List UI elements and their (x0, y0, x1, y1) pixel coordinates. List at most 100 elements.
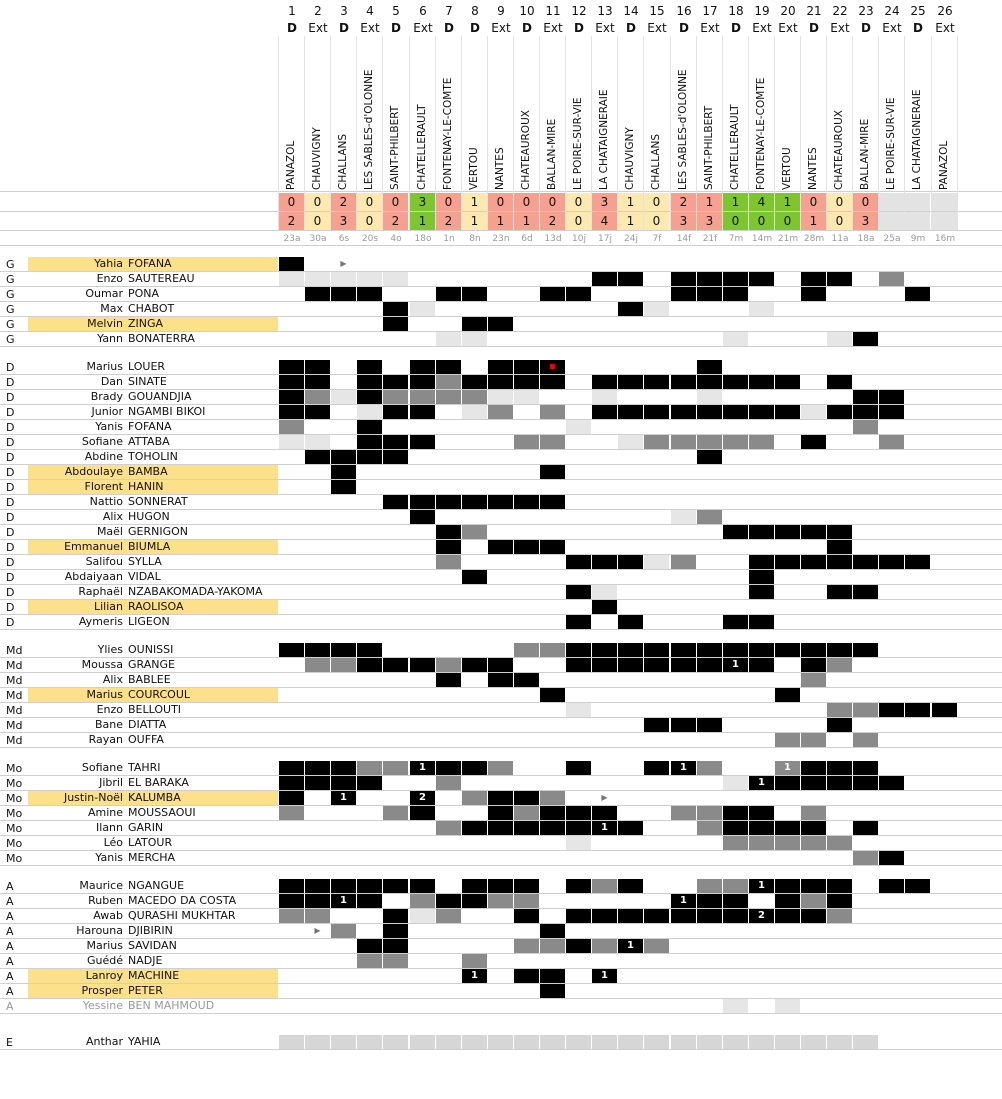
appearance-cell[interactable] (514, 806, 539, 820)
appearance-cell[interactable] (723, 375, 748, 389)
appearance-cell[interactable] (331, 879, 356, 893)
appearance-cell[interactable] (801, 806, 826, 820)
appearance-cell[interactable] (488, 673, 513, 687)
appearance-cell[interactable] (697, 879, 722, 893)
appearance-cell[interactable] (879, 272, 904, 286)
appearance-cell[interactable] (436, 287, 461, 301)
appearance-cell[interactable] (749, 585, 774, 599)
appearance-cell[interactable] (462, 761, 487, 775)
appearance-cell[interactable] (618, 555, 643, 569)
appearance-cell[interactable] (566, 555, 591, 569)
appearance-cell[interactable] (592, 1035, 617, 1049)
appearance-cell[interactable] (644, 939, 669, 953)
appearance-cell[interactable] (305, 405, 330, 419)
appearance-cell[interactable] (801, 643, 826, 657)
appearance-cell[interactable] (383, 806, 408, 820)
appearance-cell[interactable] (775, 776, 800, 790)
player-name[interactable]: Lilian RAOLISOA (28, 600, 278, 614)
appearance-cell[interactable] (749, 302, 774, 316)
appearance-cell[interactable] (827, 272, 852, 286)
appearance-cell[interactable] (749, 435, 774, 449)
appearance-cell[interactable] (514, 540, 539, 554)
appearance-cell[interactable] (827, 375, 852, 389)
appearance-cell[interactable] (671, 643, 696, 657)
appearance-cell[interactable] (357, 658, 382, 672)
appearance-cell[interactable] (357, 360, 382, 374)
appearance-cell[interactable] (801, 836, 826, 850)
appearance-cell[interactable] (853, 420, 878, 434)
appearance-cell[interactable] (488, 821, 513, 835)
appearance-cell[interactable] (488, 1035, 513, 1049)
player-name[interactable]: Yessine BEN MAHMOUD (28, 999, 278, 1013)
appearance-cell[interactable] (436, 658, 461, 672)
appearance-cell[interactable] (436, 332, 461, 346)
player-name[interactable]: Moussa GRANGE (28, 658, 278, 672)
appearance-cell[interactable] (618, 909, 643, 923)
appearance-cell[interactable] (305, 390, 330, 404)
appearance-cell[interactable] (671, 658, 696, 672)
player-name[interactable]: Justin-Noël KALUMBA (28, 791, 278, 805)
appearance-cell[interactable] (801, 673, 826, 687)
player-name[interactable]: Yanis FOFANA (28, 420, 278, 434)
appearance-cell[interactable] (331, 287, 356, 301)
appearance-cell[interactable] (436, 1035, 461, 1049)
player-name[interactable]: Abdoulaye BAMBA (28, 465, 278, 479)
appearance-cell[interactable] (331, 791, 356, 805)
appearance-cell[interactable] (697, 643, 722, 657)
appearance-cell[interactable] (723, 525, 748, 539)
appearance-cell[interactable] (671, 435, 696, 449)
appearance-cell[interactable] (279, 879, 304, 893)
appearance-cell[interactable] (436, 555, 461, 569)
player-name[interactable]: Jibril EL BARAKA (28, 776, 278, 790)
appearance-cell[interactable] (827, 525, 852, 539)
appearance-cell[interactable] (462, 879, 487, 893)
appearance-cell[interactable] (331, 480, 356, 494)
appearance-cell[interactable] (488, 317, 513, 331)
appearance-cell[interactable] (749, 525, 774, 539)
appearance-cell[interactable] (514, 969, 539, 983)
appearance-cell[interactable] (488, 540, 513, 554)
appearance-cell[interactable] (357, 761, 382, 775)
appearance-cell[interactable] (697, 821, 722, 835)
appearance-cell[interactable] (357, 390, 382, 404)
appearance-cell[interactable] (436, 894, 461, 908)
appearance-cell[interactable] (488, 360, 513, 374)
appearance-cell[interactable] (618, 405, 643, 419)
appearance-cell[interactable] (697, 390, 722, 404)
appearance-cell[interactable] (671, 555, 696, 569)
appearance-cell[interactable] (775, 733, 800, 747)
appearance-cell[interactable] (592, 806, 617, 820)
appearance-cell[interactable] (540, 405, 565, 419)
appearance-cell[interactable] (305, 909, 330, 923)
appearance-cell[interactable] (383, 939, 408, 953)
appearance-cell[interactable] (566, 615, 591, 629)
appearance-cell[interactable] (801, 525, 826, 539)
appearance-cell[interactable] (540, 806, 565, 820)
appearance-cell[interactable] (827, 703, 852, 717)
appearance-cell[interactable] (462, 954, 487, 968)
player-name[interactable]: Abdine TOHOLIN (28, 450, 278, 464)
appearance-cell[interactable] (279, 643, 304, 657)
appearance-cell[interactable] (749, 375, 774, 389)
player-name[interactable]: Florent HANIN (28, 480, 278, 494)
appearance-cell[interactable] (540, 375, 565, 389)
appearance-cell[interactable] (462, 821, 487, 835)
player-name[interactable]: Salifou SYLLA (28, 555, 278, 569)
appearance-cell[interactable] (853, 585, 878, 599)
appearance-cell[interactable] (436, 525, 461, 539)
appearance-cell[interactable] (410, 1035, 435, 1049)
appearance-cell[interactable] (592, 879, 617, 893)
appearance-cell[interactable] (723, 821, 748, 835)
appearance-cell[interactable] (618, 272, 643, 286)
appearance-cell[interactable] (827, 836, 852, 850)
appearance-cell[interactable] (801, 894, 826, 908)
appearance-cell[interactable] (331, 894, 356, 908)
appearance-cell[interactable] (801, 555, 826, 569)
appearance-cell[interactable] (514, 894, 539, 908)
appearance-cell[interactable] (331, 924, 356, 938)
appearance-cell[interactable] (279, 909, 304, 923)
appearance-cell[interactable] (331, 776, 356, 790)
appearance-cell[interactable] (801, 272, 826, 286)
appearance-cell[interactable] (697, 435, 722, 449)
player-name[interactable]: Aymeris LIGEON (28, 615, 278, 629)
